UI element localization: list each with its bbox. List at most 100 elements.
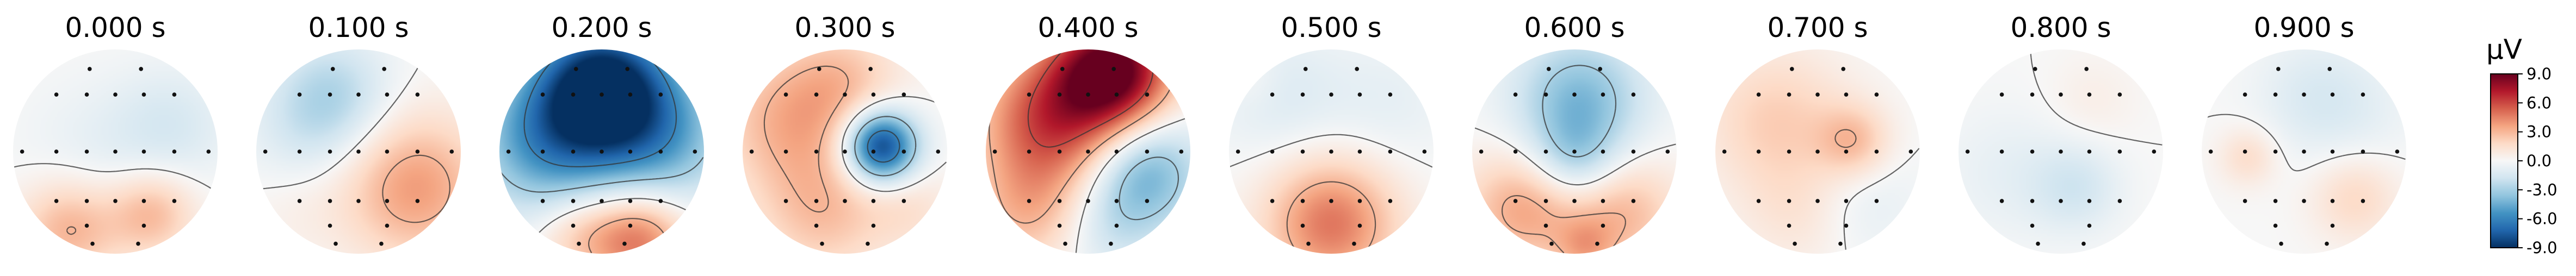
electrode-marker [2059, 199, 2063, 203]
electrode-marker [1027, 199, 1031, 203]
electrode-marker [658, 92, 663, 97]
electrode-marker [328, 92, 332, 97]
electrode-marker [814, 223, 819, 228]
electrode-marker [1270, 92, 1275, 97]
electrode-marker [2036, 241, 2040, 246]
electrode-marker [820, 241, 824, 246]
electrode-marker [571, 223, 576, 228]
electrode-marker [573, 67, 578, 71]
electrode-marker [297, 92, 302, 97]
electrode-marker [385, 92, 390, 97]
electrode-marker [1236, 149, 1240, 154]
electrode-marker [20, 149, 24, 154]
electrode-marker [2327, 67, 2332, 71]
electrode-marker [141, 149, 146, 154]
electrode-marker [1303, 67, 1308, 71]
colorbar-tick-label: 6.0 [2526, 93, 2552, 112]
electrode-marker [84, 149, 89, 154]
electrode-marker [1086, 199, 1090, 203]
panel-title: 0.100 s [308, 12, 409, 43]
electrode-marker [1057, 92, 1062, 97]
electrode-marker [84, 92, 89, 97]
electrode-marker [1300, 92, 1305, 97]
electrode-marker [1601, 149, 1605, 154]
electrode-marker [600, 92, 604, 97]
electrode-marker [1787, 223, 1792, 228]
electrode-marker [571, 149, 576, 154]
electrode-marker [658, 149, 663, 154]
electrode-marker [2087, 149, 2092, 154]
colorbar-tick-label: 3.0 [2526, 123, 2552, 141]
electrode-marker [382, 67, 387, 71]
electrode-marker [1546, 67, 1551, 71]
electrode-marker [1572, 199, 1577, 203]
electrode-marker [1631, 92, 1636, 97]
electrode-marker [1722, 149, 1727, 154]
electrode-marker [2243, 92, 2247, 97]
electrode-marker [1513, 199, 1518, 203]
electrode-marker [1665, 149, 1670, 154]
topomap-panel: 0.100 s [256, 12, 461, 254]
electrode-marker [385, 199, 390, 203]
topomap-panels: 0.000 s 0.100 s 0.200 s 0.300 s 0.400 s 0.500… [13, 12, 2406, 254]
electrode-marker [415, 149, 420, 154]
electrode-marker [600, 199, 604, 203]
electrode-marker [1631, 149, 1636, 154]
electrode-marker [2084, 67, 2089, 71]
electrode-marker [2330, 199, 2335, 203]
electrode-marker [577, 241, 581, 246]
topomap-panel: 0.300 s [743, 12, 947, 254]
electrode-marker [1999, 92, 2004, 97]
electrode-marker [817, 67, 821, 71]
electrode-marker [2152, 149, 2157, 154]
electrode-marker [1057, 223, 1062, 228]
electrode-marker [2302, 149, 2306, 154]
electrode-marker [2030, 223, 2035, 228]
electrode-marker [1815, 92, 1820, 97]
colorbar-tick-label: -9.0 [2526, 239, 2558, 257]
electrode-marker [141, 92, 146, 97]
contour-lines [14, 163, 218, 235]
colorbar-unit-label: µV [2486, 34, 2522, 65]
electrode-marker [749, 149, 754, 154]
electrode-marker [1844, 223, 1849, 228]
electrode-marker [1300, 199, 1305, 203]
electrode-marker [1844, 149, 1849, 154]
electrode-marker [1601, 223, 1605, 228]
electrode-marker [1543, 92, 1548, 97]
electrode-marker [1787, 149, 1792, 154]
electrode-marker [540, 149, 545, 154]
electrode-marker [1300, 223, 1305, 228]
electrode-marker [1352, 241, 1356, 246]
electrode-marker [1513, 92, 1518, 97]
electrode-marker [658, 199, 663, 203]
panel-title: 0.800 s [2010, 12, 2111, 43]
electrode-marker [1114, 199, 1119, 203]
topomap-panel: 0.000 s [13, 12, 218, 254]
electrode-marker [172, 92, 177, 97]
electrode-marker [1572, 149, 1577, 154]
electrode-marker [1543, 199, 1548, 203]
electrode-marker [1793, 241, 1797, 246]
panel-title: 0.400 s [1037, 12, 1138, 43]
electrode-marker [1572, 92, 1577, 97]
electrode-marker [1027, 92, 1031, 97]
electrode-marker [843, 149, 847, 154]
electrode-marker [328, 199, 332, 203]
electrode-marker [2273, 149, 2278, 154]
electrode-marker [571, 199, 576, 203]
electrode-marker [141, 199, 146, 203]
electrode-marker [843, 199, 847, 203]
electrode-marker [2361, 149, 2365, 154]
electrode-marker [1086, 149, 1090, 154]
electrode-marker [2361, 92, 2365, 97]
electrode-marker [622, 241, 627, 246]
electrode-marker [1595, 241, 1599, 246]
electrode-marker [2279, 241, 2283, 246]
electrode-marker [379, 241, 384, 246]
electrode-marker [1874, 92, 1879, 97]
electrode-marker [1841, 67, 1846, 71]
electrode-marker [871, 149, 876, 154]
electrode-marker [871, 223, 876, 228]
panel-title: 0.900 s [2253, 12, 2354, 43]
